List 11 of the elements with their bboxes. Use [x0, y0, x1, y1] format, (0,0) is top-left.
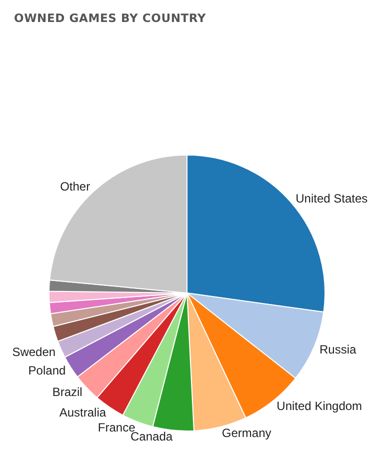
- slice-label: Brazil: [52, 385, 82, 400]
- slice-label: United Kingdom: [276, 398, 362, 413]
- slice-label: Australia: [59, 405, 106, 420]
- slice-label: Germany: [222, 426, 272, 440]
- slice-label: Canada: [130, 429, 173, 444]
- slice-label: Sweden: [12, 345, 56, 360]
- slice-label: Poland: [28, 364, 66, 378]
- slice-label: Russia: [320, 342, 357, 357]
- slice-label: Other: [60, 180, 90, 194]
- slice-label: United States: [296, 192, 368, 206]
- chart-title: OWNED GAMES BY COUNTRY: [14, 11, 206, 25]
